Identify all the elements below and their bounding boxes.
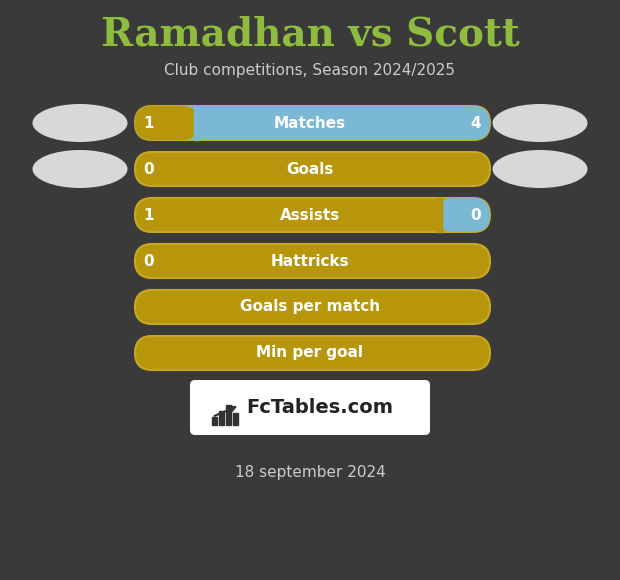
FancyBboxPatch shape <box>436 198 490 232</box>
Text: Goals: Goals <box>286 161 334 176</box>
Text: Hattricks: Hattricks <box>271 253 349 269</box>
Text: 4: 4 <box>471 115 481 130</box>
Text: Ramadhan vs Scott: Ramadhan vs Scott <box>100 16 520 54</box>
Text: Assists: Assists <box>280 208 340 223</box>
Ellipse shape <box>32 150 128 188</box>
FancyBboxPatch shape <box>135 152 490 186</box>
FancyBboxPatch shape <box>135 106 490 140</box>
FancyBboxPatch shape <box>135 198 490 232</box>
Bar <box>219 411 224 425</box>
Text: 18 september 2024: 18 september 2024 <box>234 465 386 480</box>
Ellipse shape <box>492 104 588 142</box>
Text: Club competitions, Season 2024/2025: Club competitions, Season 2024/2025 <box>164 63 456 78</box>
FancyBboxPatch shape <box>135 106 490 140</box>
FancyBboxPatch shape <box>135 244 490 278</box>
Text: 1: 1 <box>144 115 154 130</box>
Text: FcTables.com: FcTables.com <box>247 398 394 417</box>
Text: Matches: Matches <box>274 115 346 130</box>
Text: 1: 1 <box>144 208 154 223</box>
Text: Min per goal: Min per goal <box>257 346 363 361</box>
Text: 0: 0 <box>144 161 154 176</box>
FancyBboxPatch shape <box>135 290 490 324</box>
Bar <box>194 106 199 140</box>
Text: Goals per match: Goals per match <box>240 299 380 314</box>
Bar <box>226 405 231 425</box>
FancyBboxPatch shape <box>135 336 490 370</box>
Bar <box>233 413 238 425</box>
Ellipse shape <box>32 104 128 142</box>
Bar <box>436 198 441 232</box>
FancyBboxPatch shape <box>135 106 199 140</box>
Text: 0: 0 <box>471 208 481 223</box>
Text: 0: 0 <box>144 253 154 269</box>
FancyBboxPatch shape <box>190 380 430 435</box>
Ellipse shape <box>492 150 588 188</box>
Bar <box>212 417 217 425</box>
